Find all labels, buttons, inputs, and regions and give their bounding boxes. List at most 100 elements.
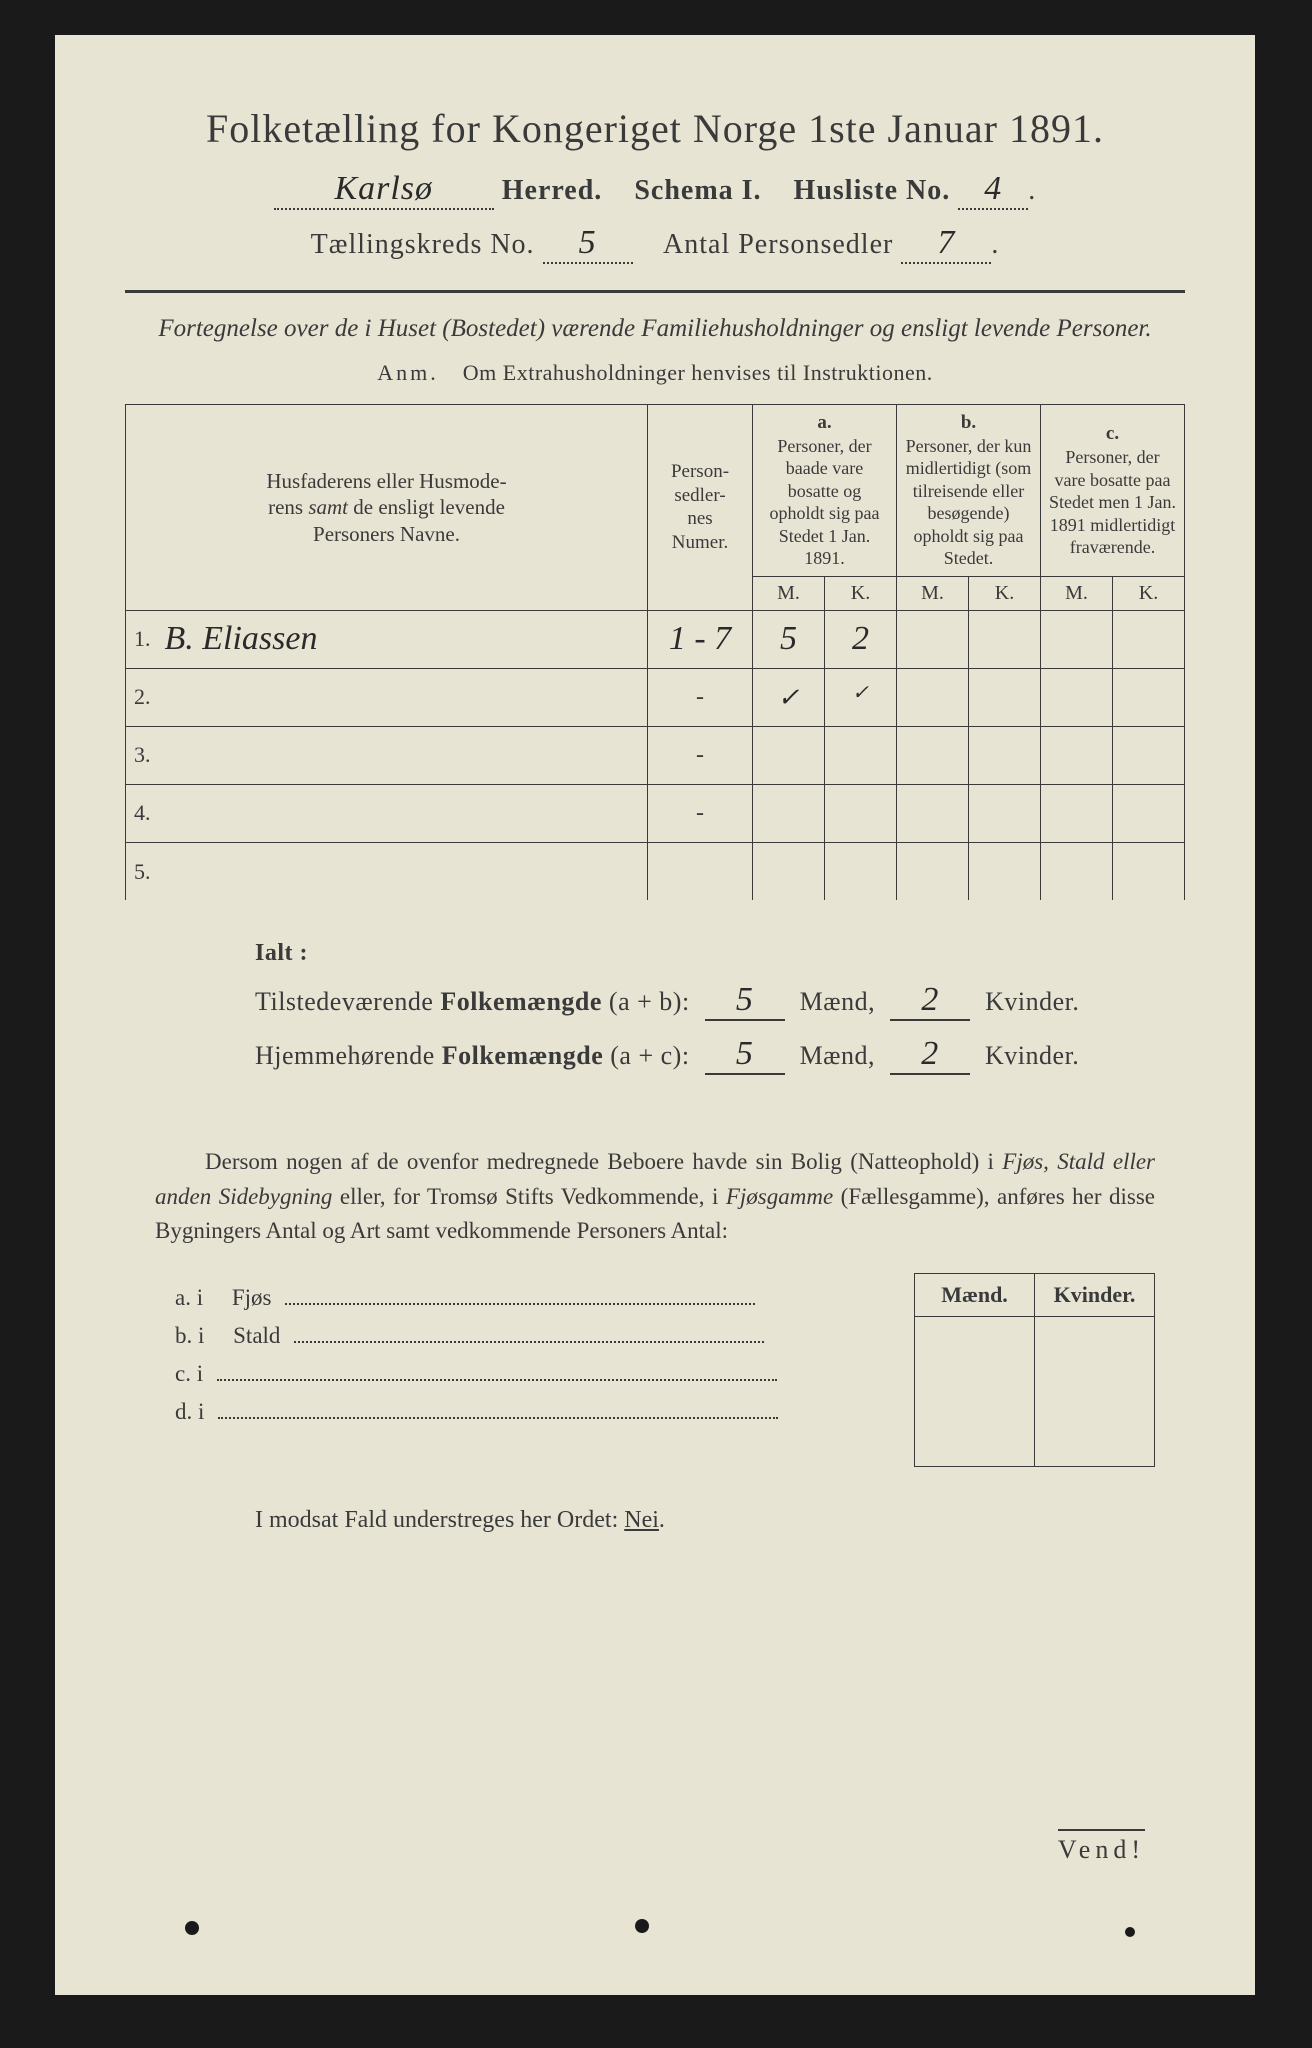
cell-am: ✓ [753,668,825,726]
row-name [157,668,648,726]
row-num: 3. [126,726,157,784]
cell-bm [897,610,969,668]
husliste-label: Husliste No. [794,175,951,206]
a-text: Personer, der baade vare bosatte og opho… [770,436,880,569]
col-names-header: Husfaderens eller Husmode-rens samt de e… [126,405,648,611]
li-label: b. i [175,1323,204,1348]
kreds-field: 5 [543,224,633,264]
row-num: 1. [126,610,157,668]
row-name [157,842,648,900]
table-row: 2. - ✓ ✓ [126,668,1185,726]
fjos-em: Fjøs, Stald eller anden Sidebygning [155,1149,1155,1209]
cell-ck [1113,784,1185,842]
census-form-page: Folketælling for Kongeriget Norge 1ste J… [55,35,1255,1995]
kvinder-label-2: Kvinder. [985,1041,1079,1070]
husliste-value: 4 [984,170,1002,207]
cell-am [753,726,825,784]
table-body: 1. B. Eliassen 1 - 7 5 2 2. - ✓ ✓ [126,610,1185,900]
cell-bk [969,842,1041,900]
nei-line: I modsat Fald understreges her Ordet: Ne… [255,1507,1185,1534]
row-name [157,784,648,842]
antal-field: 7 [901,224,991,264]
tbl2-head-m: Mænd. [915,1273,1035,1316]
secondary-block: a. i Fjøs b. i Stald c. i d. i Mænd. [175,1273,1155,1467]
dotline [285,1303,755,1305]
li-label: c. i [175,1361,203,1386]
secondary-list: a. i Fjøs b. i Stald c. i d. i [175,1273,894,1437]
b-text: Personer, der kun midlertidigt (som tilr… [906,436,1032,569]
paragraph: Dersom nogen af de ovenfor medregnede Be… [155,1145,1155,1249]
herred-value: Karlsø [334,170,433,207]
kreds-label: Tællingskreds No. [311,229,535,260]
row-numer: - [648,726,753,784]
main-table: Husfaderens eller Husmode-rens samt de e… [125,404,1185,900]
li-label: d. i [175,1399,204,1424]
divider-1 [125,290,1185,293]
cell-ck [1113,842,1185,900]
row-numer: - [648,784,753,842]
list-item: b. i Stald [175,1323,894,1349]
li-label: a. i [175,1285,203,1310]
header-line-3: Tællingskreds No. 5 Antal Personsedler 7… [125,224,1185,264]
a-m: M. [753,576,825,610]
row-num: 5. [126,842,157,900]
table-row: 1. B. Eliassen 1 - 7 5 2 [126,610,1185,668]
cell-bk [969,668,1041,726]
row-num: 4. [126,784,157,842]
title-text-1: Folketællin [206,106,399,151]
cell-bm [897,726,969,784]
c-letter: c. [1106,423,1119,444]
tbl2-cell-m [915,1316,1035,1466]
col-c-header: c. Personer, der vare bosatte paa Stedet… [1041,405,1185,577]
row-name: B. Eliassen [157,610,648,668]
dotline [294,1341,764,1343]
cell-ck [1113,726,1185,784]
cell-bk [969,726,1041,784]
cell-ck [1113,668,1185,726]
tilstede-label: Tilstedeværende Folkemængde (a + b): [255,987,690,1016]
herred-field: Karlsø [274,170,494,210]
c-k: K. [1113,576,1185,610]
maend-label: Mænd, [800,987,875,1016]
nei-pre: I modsat Fald understreges her Ordet: [255,1507,624,1533]
cell-ak: 2 [825,610,897,668]
tot-ac-m: 5 [705,1035,785,1075]
tot-ac-k: 2 [890,1035,970,1075]
v: 2 [852,620,869,657]
title-text-2: for Kongeriget Norge 1ste Januar 1891. [420,106,1104,151]
totals-block: Ialt : Tilstedeværende Folkemængde (a + … [255,940,1185,1075]
b-m: M. [897,576,969,610]
cell-bm [897,784,969,842]
cell-cm [1041,610,1113,668]
row-name [157,726,648,784]
cell-bm [897,842,969,900]
b-k: K. [969,576,1041,610]
cell-cm [1041,668,1113,726]
samt-italic: samt [308,495,348,519]
table-row: 5. [126,842,1185,900]
vend-label: Vend! [1058,1829,1145,1865]
antal-label: Antal Personsedler [663,229,893,260]
v: 5 [780,620,797,657]
cell-am [753,842,825,900]
dotline [217,1379,777,1381]
table-row: 3. - [126,726,1185,784]
title-underline: g [399,106,420,151]
hjemme-row: Hjemmehørende Folkemængde (a + c): 5 Mæn… [255,1035,1185,1075]
hole-mark [635,1919,649,1933]
tot-ab-m: 5 [705,981,785,1021]
row-numer [648,842,753,900]
secondary-table: Mænd. Kvinder. [914,1273,1155,1467]
dotline [218,1417,778,1419]
main-title: Folketælling for Kongeriget Norge 1ste J… [125,105,1185,152]
kvinder-label: Kvinder. [985,987,1079,1016]
hjemme-label: Hjemmehørende Folkemængde (a + c): [255,1041,690,1070]
cell-cm [1041,784,1113,842]
hole-mark [185,1921,199,1935]
cell-cm [1041,842,1113,900]
row-num: 2. [126,668,157,726]
c-text: Personer, der vare bosatte paa Stedet me… [1049,447,1176,557]
hole-mark [1125,1927,1135,1937]
anm-text: Om Extrahusholdninger henvises til Instr… [463,360,933,385]
herred-label: Herred. [502,175,603,206]
